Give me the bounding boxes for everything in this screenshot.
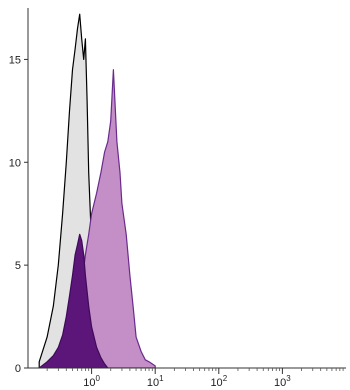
x-tick-label: 100 xyxy=(83,374,100,389)
y-tick-label: 15 xyxy=(9,54,21,66)
y-axis: 0 5 10 15 xyxy=(9,54,28,375)
x-axis: 100 101 102 103 xyxy=(46,368,344,389)
x-tick-label: 101 xyxy=(147,374,164,389)
x-tick-label: 103 xyxy=(274,374,291,389)
axis-frame xyxy=(27,8,346,369)
x-tick-label: 102 xyxy=(210,374,227,389)
y-tick-label: 5 xyxy=(15,260,21,272)
y-tick-label: 10 xyxy=(9,157,21,169)
histogram-series-3 xyxy=(38,233,109,368)
y-tick-label: 0 xyxy=(15,363,21,375)
plot-area xyxy=(38,13,156,368)
